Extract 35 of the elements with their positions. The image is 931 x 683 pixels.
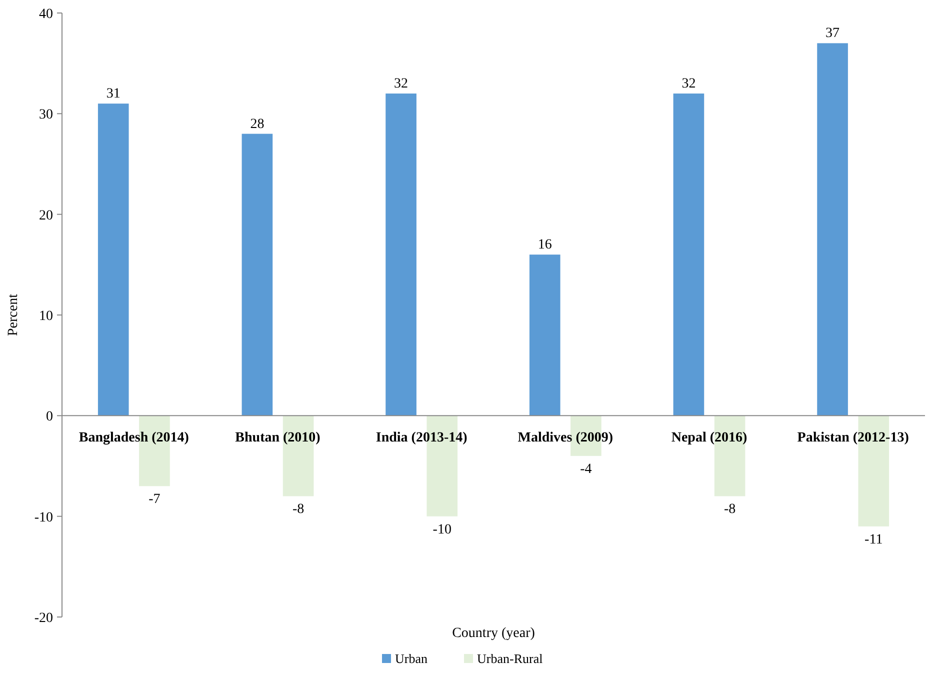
bar [242,134,273,416]
data-label: -11 [864,532,883,548]
data-label: 16 [538,238,552,253]
data-label: 32 [682,76,696,92]
y-tick-label: 40 [39,7,53,22]
data-label: 28 [250,116,264,132]
bar [98,104,129,416]
y-axis-title: Percent [6,294,21,336]
data-label: -10 [432,522,452,538]
x-axis-title: Country (year) [452,626,536,641]
data-label: -7 [148,492,160,508]
bar [529,254,560,416]
y-tick-label: 10 [39,309,53,324]
legend-label: Urban [395,651,428,666]
data-label: -8 [292,502,304,518]
x-tick-label: Nepal (2016) [671,430,748,446]
x-tick-label: Bangladesh (2014) [78,430,190,446]
x-tick-label: Maldives (2009) [518,430,614,446]
data-label: 31 [106,86,120,102]
data-label: -8 [724,502,736,518]
x-tick-label: India (2013-14) [376,430,468,446]
data-label: -4 [580,462,592,477]
bar [817,43,848,416]
bar [386,94,416,416]
y-tick-label: 0 [46,410,53,425]
bar [673,94,704,416]
legend-label: Urban-Rural [477,651,544,666]
x-tick-label: Pakistan (2012-13) [797,430,910,446]
data-label: 32 [394,76,408,92]
data-label: 37 [826,26,840,42]
y-tick-label: 30 [39,108,53,123]
y-tick-label: -10 [34,510,53,526]
y-tick-label: 20 [39,208,53,224]
x-tick-label: Bhutan (2010) [235,430,321,446]
y-tick-label: -20 [34,611,53,626]
